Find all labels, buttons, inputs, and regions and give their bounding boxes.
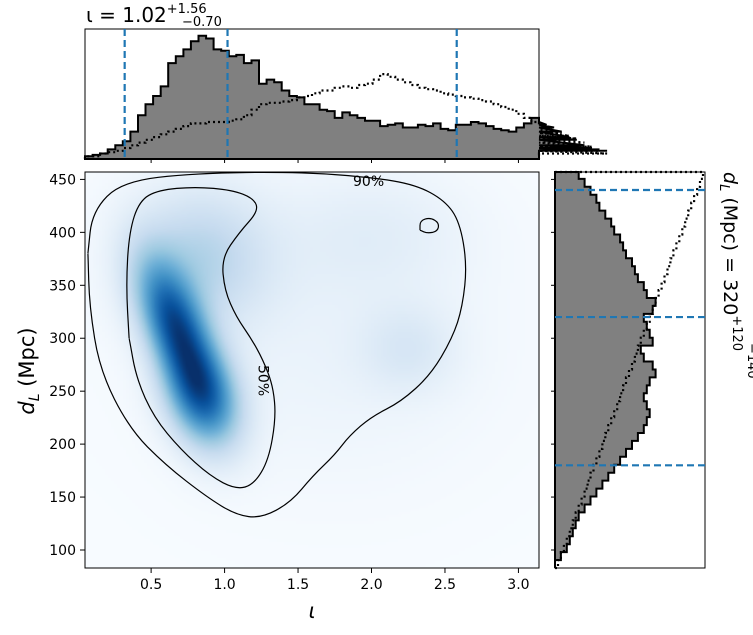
x-tick-label: 2.5 [434,577,456,593]
contour-50-label: 50% [254,365,270,396]
iota-posterior-histogram [84,34,608,160]
joint-density-heatmap [85,172,539,568]
dl-prior-histogram [555,170,705,570]
y-tick-label: 350 [49,278,76,294]
dl-posterior-title: dL (Mpc) = 320+120 [716,172,744,351]
dl-marginal-ticks [551,178,555,551]
y-tick-label: 300 [49,331,76,347]
x-axis-title: ι [308,599,315,623]
y-tick-label: 150 [49,490,76,506]
iota-histograms [83,34,608,160]
y-axis-ticks: 100 150 200 250 300 350 400 450 [49,172,85,559]
y-tick-label: 400 [49,225,76,241]
contour-small-island [419,217,440,234]
x-tick-label: 3.0 [507,577,529,593]
joint-panel-frame [84,171,540,569]
y-tick-label: 100 [49,543,76,559]
y-tick-label: 200 [49,437,76,453]
iota-marginal-ticks [150,159,519,163]
x-tick-label: 2.0 [360,577,382,593]
y-axis-title: dL (Mpc) [15,327,43,414]
dl-posterior-title-lower: −140 [744,343,753,379]
dl-posterior-histogram [554,171,657,568]
joint-posterior-panel: 90% 50% 0.5 1.0 1.5 2.0 2.5 3.0 100 150 200 250 30… [49,171,540,593]
x-axis-ticks: 0.5 1.0 1.5 2.0 2.5 3.0 [140,568,530,593]
y-tick-label: 250 [49,384,76,400]
iota-marginal-panel [83,28,608,163]
y-tick-label: 450 [49,172,76,188]
x-tick-label: 1.5 [287,577,309,593]
iota-posterior-title: ι = 1.02+1.56 [86,2,207,27]
contour-90-label: 90% [353,174,384,190]
dl-histograms [554,170,705,570]
x-tick-label: 1.0 [213,577,235,593]
iota-prior-histogram [83,73,608,159]
dl-quantile-lines [555,188,705,467]
iota-posterior-title-lower: −0.70 [182,15,222,30]
x-tick-label: 0.5 [140,577,162,593]
contour-labels: 90% 50% [254,174,384,396]
dl-marginal-panel [551,170,706,570]
contour-50 [126,187,276,489]
